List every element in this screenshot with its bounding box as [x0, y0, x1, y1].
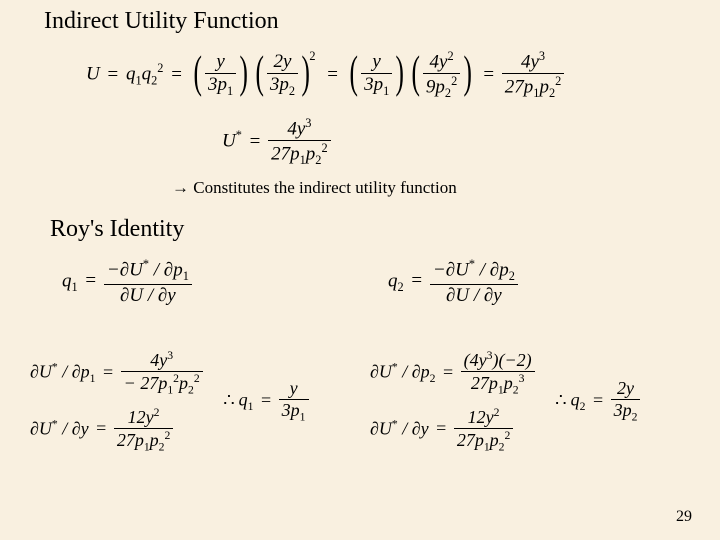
constitutes-text: → Constitutes the indirect utility funct…	[172, 178, 457, 198]
title-indirect-utility: Indirect Utility Function	[44, 8, 279, 35]
eq-roys-q2: q2 = −∂U* / ∂p2 ∂U / ∂y	[388, 258, 518, 306]
eq-right-derivatives: ∂U* / ∂p2 = (4y3)(−2)27p1p23 ∂U* / ∂y = …	[370, 348, 640, 456]
eq-roys-q1: q1 = −∂U* / ∂p1 ∂U / ∂y	[62, 258, 192, 306]
eq-left-derivatives: ∂U* / ∂p1 = 4y3− 27p12p22 ∂U* / ∂y = 12y…	[30, 348, 309, 456]
eq-indirect-utility: U* = 4y327p1p22	[222, 117, 331, 167]
page-number: 29	[676, 508, 692, 526]
title-roys-identity: Roy's Identity	[50, 216, 184, 243]
eq-utility-chain: U = q1q22 = (y3p1)(2y3p2)2 = (y3p1)(4y29…	[86, 50, 564, 100]
